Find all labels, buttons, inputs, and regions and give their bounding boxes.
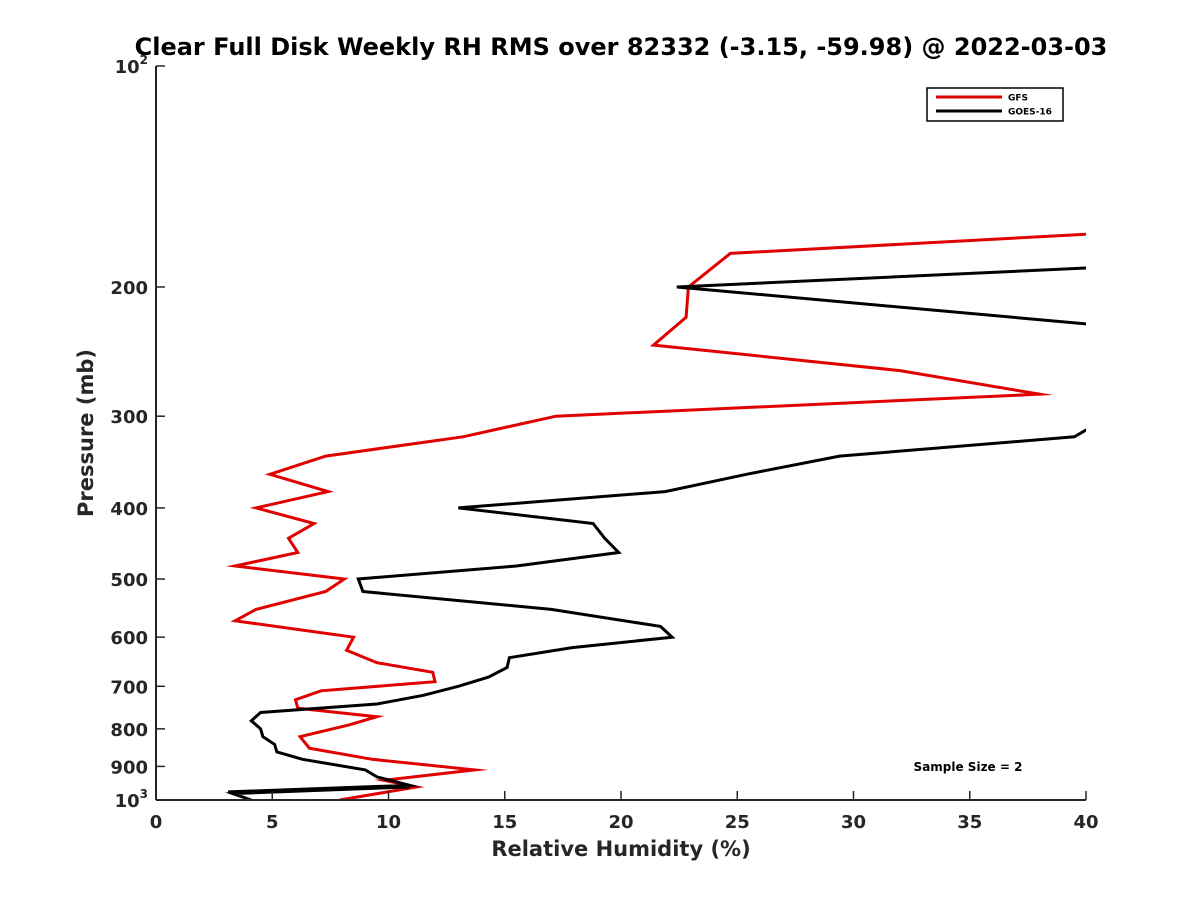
- series-line-goes-16: [224, 266, 1086, 800]
- x-tick-label: 35: [957, 812, 982, 833]
- chart-title: Clear Full Disk Weekly RH RMS over 82332…: [135, 33, 1108, 61]
- sample-size-annotation: Sample Size = 2: [914, 760, 1023, 774]
- y-tick-label: 200: [110, 278, 148, 299]
- y-axis-label: Pressure (mb): [74, 349, 98, 517]
- x-tick-label: 0: [150, 812, 163, 833]
- y-tick-exponent: 3: [140, 787, 148, 801]
- legend-box: [926, 87, 1064, 122]
- y-tick-base: 10: [115, 57, 140, 78]
- x-axis-label: Relative Humidity (%): [491, 837, 750, 861]
- x-tick-label: 15: [492, 812, 517, 833]
- x-tick-label: 40: [1073, 812, 1098, 833]
- y-tick-label: 102: [115, 53, 148, 78]
- x-tick-label: 30: [841, 812, 866, 833]
- y-tick-label: 800: [110, 720, 148, 741]
- x-tick-label: 10: [376, 812, 401, 833]
- x-ticks: 0 5 10 15 20 25 30 35 40: [150, 791, 1099, 833]
- series-layer: [224, 232, 1086, 800]
- x-tick-label: 25: [725, 812, 750, 833]
- y-tick-label: 600: [110, 628, 148, 649]
- y-tick-label: 103: [115, 787, 148, 812]
- y-tick-base: 10: [115, 791, 140, 812]
- y-tick-label: 900: [110, 757, 148, 778]
- series-line-gfs: [225, 232, 1086, 800]
- y-tick-label: 400: [110, 499, 148, 520]
- y-tick-label: 300: [110, 407, 148, 428]
- x-tick-label: 20: [608, 812, 633, 833]
- legend-label: GFS: [1008, 94, 1028, 104]
- x-tick-label: 5: [266, 812, 279, 833]
- legend-label: GOES-16: [1008, 108, 1052, 118]
- y-tick-label: 500: [110, 570, 148, 591]
- y-tick-label: 700: [110, 677, 148, 698]
- legend: GFS GOES-16: [926, 87, 1064, 122]
- y-tick-exponent: 2: [140, 53, 148, 67]
